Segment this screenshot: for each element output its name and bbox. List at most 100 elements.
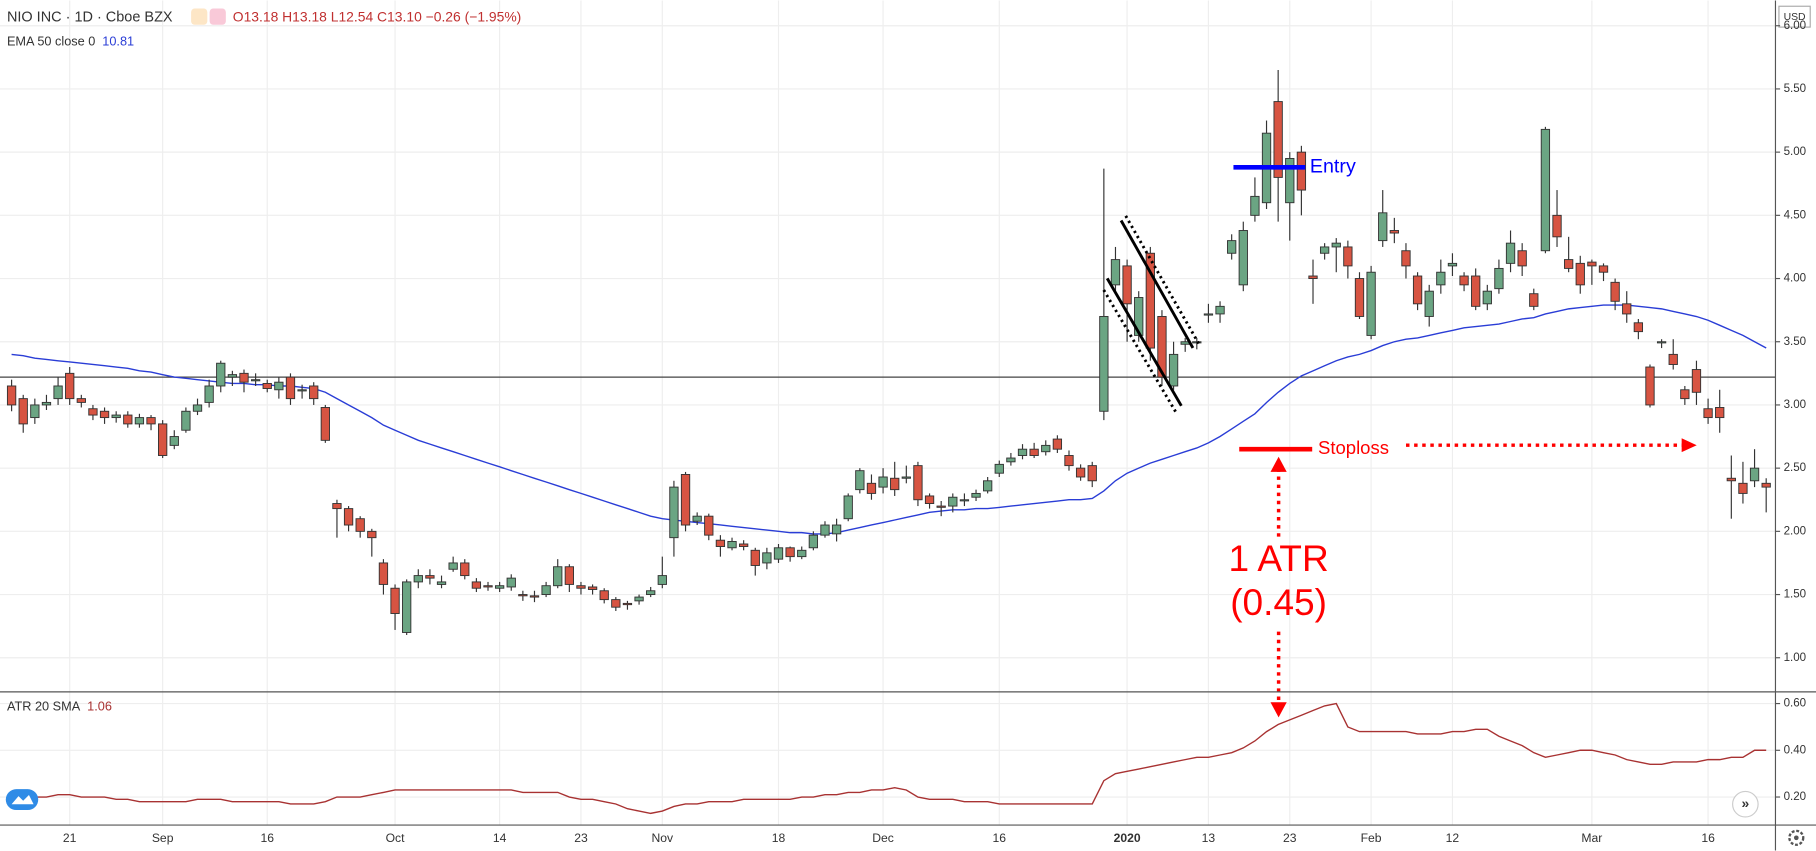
candle-body xyxy=(1087,465,1097,482)
candle-body xyxy=(204,385,214,403)
candle-body xyxy=(1215,305,1225,315)
settings-icon-center xyxy=(1793,835,1799,841)
candle-body xyxy=(1354,278,1365,317)
candle-body xyxy=(1389,230,1399,234)
x-tick-label: 2020 xyxy=(1114,831,1141,845)
candle-body xyxy=(750,549,760,566)
candle-body xyxy=(855,470,865,491)
x-tick-label: 23 xyxy=(1283,831,1297,845)
channel-line-dotted xyxy=(1124,215,1202,347)
candle-body xyxy=(320,407,330,441)
candle-body xyxy=(948,496,958,507)
candle-body xyxy=(1168,353,1179,387)
x-tick-label: 23 xyxy=(574,831,588,845)
ohlc: O13.18 H13.18 L12.54 C13.10 −0.26 (−1.95… xyxy=(233,8,522,24)
x-tick-label: 21 xyxy=(63,831,77,845)
scroll-button[interactable] xyxy=(1732,790,1759,818)
candle-body xyxy=(1285,157,1295,204)
arrow-head xyxy=(1270,702,1287,718)
candle-body xyxy=(309,385,319,400)
line-series xyxy=(11,304,1767,535)
candle-body xyxy=(1703,408,1713,419)
candle-body xyxy=(448,562,458,570)
candle-body xyxy=(30,404,40,419)
candle-body xyxy=(88,408,98,416)
atr-annotation-value: (0.45) xyxy=(1230,581,1327,623)
candle-body xyxy=(1203,313,1214,316)
candle-body xyxy=(1052,438,1063,450)
candle-body xyxy=(1273,101,1283,178)
candle-body xyxy=(634,596,644,602)
candle-body xyxy=(924,495,935,505)
candle-body xyxy=(1157,315,1167,378)
y-tick-label: 1.50 xyxy=(1784,589,1807,601)
candle-body xyxy=(1505,242,1516,264)
candle-body xyxy=(866,482,877,494)
candle-body xyxy=(65,372,75,400)
candle-body xyxy=(785,547,795,558)
x-tick-label: Oct xyxy=(386,831,406,845)
candle-body xyxy=(1691,369,1702,393)
candle-body xyxy=(1064,455,1074,467)
settings-icon[interactable] xyxy=(1788,829,1805,846)
x-tick-label: 14 xyxy=(493,831,507,845)
candle-body xyxy=(518,594,528,597)
candle-body xyxy=(1668,353,1678,365)
candle-body xyxy=(808,534,819,549)
candle-body xyxy=(1424,290,1434,317)
scroll-icon[interactable]: » xyxy=(1741,795,1749,811)
candle-body xyxy=(413,575,423,583)
candle-body xyxy=(436,581,447,585)
candle-body xyxy=(146,417,156,425)
candle-body xyxy=(274,381,284,391)
candle-body xyxy=(1378,212,1388,242)
ema-value: 10.81 xyxy=(102,34,134,49)
x-tick-label: 16 xyxy=(1701,831,1715,845)
market-icon xyxy=(191,8,208,25)
candle-body xyxy=(6,385,17,406)
candle-body xyxy=(355,518,365,532)
candle-body xyxy=(1343,246,1353,267)
y-tick-label: 5.50 xyxy=(1784,83,1807,95)
candle-body xyxy=(913,465,923,501)
candle-body xyxy=(1529,293,1539,307)
candle-body xyxy=(1250,195,1260,216)
grid xyxy=(0,0,1776,826)
x-tick-label: 16 xyxy=(260,831,274,845)
candle-body xyxy=(762,552,772,564)
candle-body xyxy=(1122,265,1132,305)
candle-body xyxy=(402,581,412,633)
candle-body xyxy=(1726,477,1736,482)
channel-line-dotted xyxy=(1102,289,1177,413)
x-tick-label: Sep xyxy=(152,831,174,845)
logo-mark xyxy=(11,794,34,805)
candle-body xyxy=(111,414,121,419)
x-tick-label: Dec xyxy=(872,831,894,845)
x-tick-label: 12 xyxy=(1446,831,1460,845)
candle-body xyxy=(1075,467,1086,478)
candle-body xyxy=(773,547,784,560)
candle-body xyxy=(553,566,563,587)
y-tick-label: 1.00 xyxy=(1784,652,1807,664)
y-tick-label: 5.00 xyxy=(1784,146,1807,158)
candle-body xyxy=(727,540,737,549)
ema-legend: EMA 50 close 0 xyxy=(7,34,95,49)
candle-body xyxy=(123,414,133,425)
entry-label: Entry xyxy=(1310,156,1356,178)
candle-body xyxy=(959,499,970,502)
market-icon xyxy=(209,8,226,25)
candle-body xyxy=(227,374,238,378)
candle-body xyxy=(587,586,598,590)
x-tick-label: Mar xyxy=(1581,831,1602,845)
y-tick-label: 4.00 xyxy=(1784,273,1807,285)
candle-body xyxy=(1622,303,1632,315)
channel-line xyxy=(1119,219,1195,349)
candle-body xyxy=(76,398,86,403)
candle-body xyxy=(541,585,551,596)
atr-value: 1.06 xyxy=(87,698,112,713)
candle-body xyxy=(1308,275,1318,280)
candle-body xyxy=(1471,275,1481,307)
candle-body xyxy=(1645,366,1655,406)
candle-body xyxy=(599,590,609,601)
